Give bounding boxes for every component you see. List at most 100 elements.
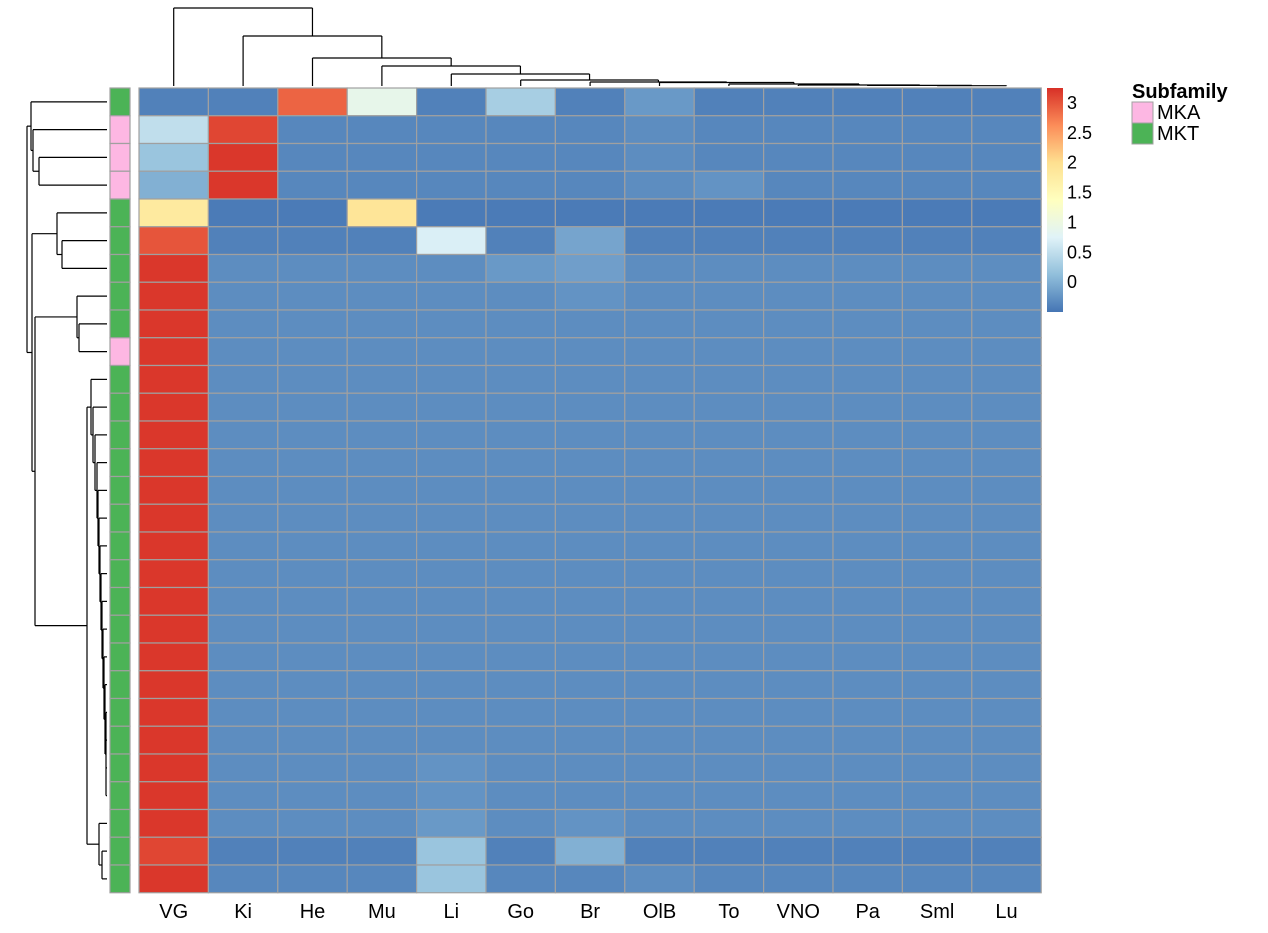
heatmap-cell [971, 87, 1042, 117]
heatmap-cell [138, 170, 210, 200]
heatmap-cell [485, 836, 557, 866]
heatmap-cell [971, 614, 1042, 644]
heatmap-cell [901, 503, 973, 533]
heatmap-cell [832, 836, 904, 866]
heatmap-cell [416, 309, 487, 339]
heatmap-cell [138, 781, 210, 811]
heatmap-cell [346, 725, 418, 755]
heatmap-cell [554, 753, 626, 783]
heatmap-cell [277, 808, 348, 838]
heatmap-cell [971, 420, 1042, 450]
heatmap-cell [554, 475, 626, 505]
heatmap-cell [346, 253, 418, 283]
row-annotation-cell [109, 420, 131, 450]
heatmap-cell [971, 392, 1042, 422]
heatmap-cell [832, 420, 904, 450]
row-annotation-cell [109, 753, 131, 783]
heatmap-cell [832, 808, 904, 838]
row-annotation-cell [109, 87, 131, 117]
heatmap-cell [554, 559, 626, 589]
heatmap-cell [485, 170, 557, 200]
heatmap-cell [624, 253, 695, 283]
heatmap-cell [207, 503, 279, 533]
heatmap-cell [346, 503, 418, 533]
heatmap-cell [762, 697, 834, 727]
heatmap-cell [624, 586, 695, 616]
heatmap-cell [971, 115, 1042, 145]
heatmap-cell [624, 781, 695, 811]
heatmap-cell [485, 87, 557, 117]
heatmap-cell [485, 697, 557, 727]
column-label: Br [580, 901, 600, 923]
heatmap-cell [693, 781, 765, 811]
heatmap-cell [762, 475, 834, 505]
heatmap-cell [277, 281, 348, 311]
row-annotation-track [109, 87, 131, 894]
heatmap-cell [416, 448, 487, 478]
heatmap-cell [624, 531, 695, 561]
heatmap-cell [554, 420, 626, 450]
heatmap-cell [485, 392, 557, 422]
heatmap-cell [207, 475, 279, 505]
heatmap-cell [554, 115, 626, 145]
heatmap-cell [901, 808, 973, 838]
heatmap-cell [693, 281, 765, 311]
heatmap-cell [207, 559, 279, 589]
heatmap-cell [832, 586, 904, 616]
color-tick-label: 1.5 [1067, 183, 1092, 203]
heatmap-cell [346, 87, 418, 117]
heatmap-cell [207, 226, 279, 256]
heatmap-cell [138, 420, 210, 450]
heatmap-cell [554, 253, 626, 283]
heatmap-cell [971, 337, 1042, 367]
heatmap-cell [277, 448, 348, 478]
heatmap-cell [693, 531, 765, 561]
heatmap-cell [832, 725, 904, 755]
heatmap-cell [485, 725, 557, 755]
heatmap-cell [901, 198, 973, 228]
heatmap-cell [277, 503, 348, 533]
heatmap-cell [971, 475, 1042, 505]
heatmap-cell [485, 475, 557, 505]
heatmap-cell [207, 808, 279, 838]
heatmap-cell [554, 448, 626, 478]
heatmap-cell [693, 198, 765, 228]
heatmap-cell [762, 642, 834, 672]
heatmap-cell [485, 670, 557, 700]
heatmap-cell [832, 309, 904, 339]
heatmap-cell [762, 142, 834, 172]
heatmap-cell [762, 531, 834, 561]
heatmap-cell [485, 309, 557, 339]
color-tick-label: 2.5 [1067, 123, 1092, 143]
heatmap-cell [971, 670, 1042, 700]
heatmap-cell [971, 226, 1042, 256]
heatmap-cell [277, 559, 348, 589]
heatmap-cell [277, 420, 348, 450]
heatmap-cell [901, 781, 973, 811]
heatmap-cell [832, 614, 904, 644]
heatmap-cell [971, 364, 1042, 394]
row-annotation-cell [109, 531, 131, 561]
heatmap-cell [693, 309, 765, 339]
row-dendrogram [26, 101, 107, 880]
heatmap-cell [485, 781, 557, 811]
heatmap-cell [346, 281, 418, 311]
heatmap-cell [624, 725, 695, 755]
heatmap-cell [832, 170, 904, 200]
heatmap-cell [554, 337, 626, 367]
column-label: Sml [920, 901, 954, 923]
heatmap-cell [971, 198, 1042, 228]
heatmap-cell [971, 864, 1042, 894]
row-annotation-cell [109, 697, 131, 727]
heatmap-cell [832, 448, 904, 478]
row-annotation-cell [109, 808, 131, 838]
heatmap-cell [485, 198, 557, 228]
heatmap-cell [693, 253, 765, 283]
heatmap-cell [762, 781, 834, 811]
heatmap-cell [277, 364, 348, 394]
legend-label: MKA [1157, 102, 1201, 124]
row-annotation-cell [109, 559, 131, 589]
heatmap-cell [554, 142, 626, 172]
heatmap-cell [624, 115, 695, 145]
heatmap-cell [624, 614, 695, 644]
